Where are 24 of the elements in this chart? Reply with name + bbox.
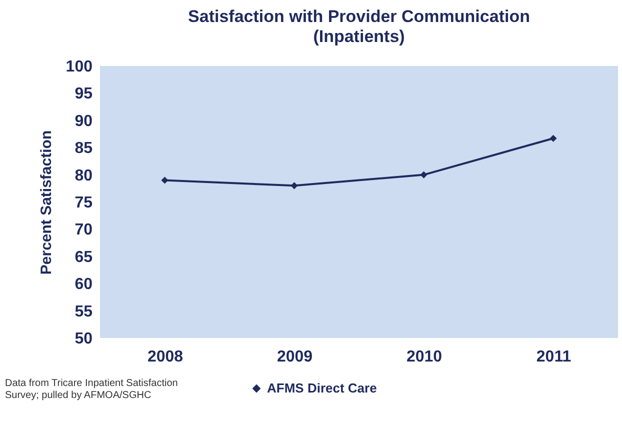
y-tick-label: 80 — [74, 167, 93, 184]
text: Data from Tricare Inpatient Satisfaction Survey; pulled by AFMOA/SGHC — [5, 378, 178, 401]
y-tick-label: 95 — [74, 86, 93, 103]
y-tick-label: 55 — [74, 303, 93, 320]
y-tick-label: 90 — [74, 112, 93, 130]
x-tick-label: 2008 — [147, 348, 184, 366]
x-tick-label: 2010 — [406, 348, 442, 366]
x-tick-label: 2011 — [536, 348, 572, 366]
y-tick-label: 65 — [74, 248, 93, 266]
chart-title: Satisfaction with Provider Communication — [188, 7, 530, 26]
y-axis-title: Percent Satisfaction — [38, 130, 55, 275]
y-tick-label: 100 — [66, 58, 93, 76]
y-tick-label: 85 — [74, 140, 93, 158]
chart-subtitle: (Inpatients) — [313, 27, 405, 46]
y-tick-label: 70 — [74, 222, 93, 239]
point — [161, 176, 168, 184]
x-tick-label: 2009 — [276, 348, 313, 366]
legend-label: AFMS Direct Care — [267, 380, 377, 396]
y-tick-label: 60 — [74, 276, 93, 294]
point — [550, 134, 557, 142]
point — [420, 171, 428, 178]
y-tick-label: 75 — [74, 194, 93, 212]
y-tick-label: 50 — [74, 330, 93, 348]
point — [290, 182, 298, 190]
